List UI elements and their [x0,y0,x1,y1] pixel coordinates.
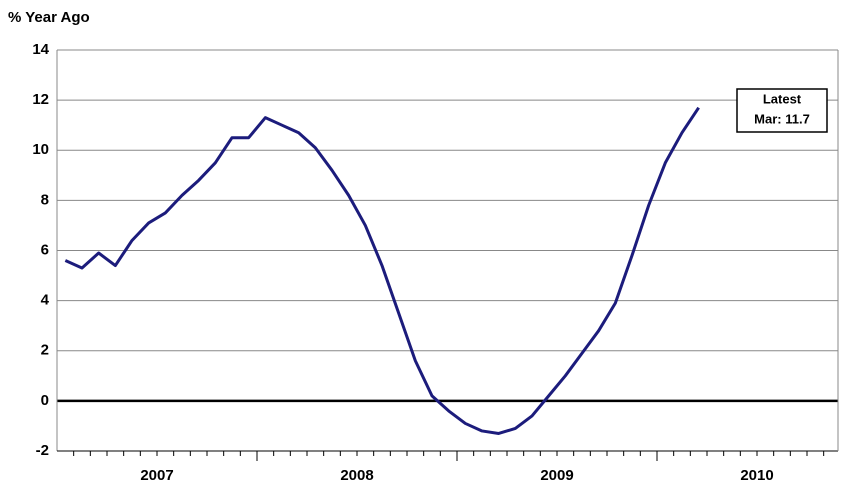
x-tick-label: 2008 [340,467,373,484]
annotation-box [736,88,828,133]
x-tick-label: 2010 [740,467,773,484]
y-tick-label: -2 [36,442,49,459]
y-tick-label: 4 [41,292,50,309]
x-tick-label: 2007 [140,467,173,484]
y-tick-label: 12 [32,91,49,108]
y-tick-label: 8 [41,191,49,208]
annotation: Latest [763,91,802,106]
annotation: Mar: 11.7 [754,111,810,126]
chart-title: % Year Ago [8,9,90,26]
y-tick-label: 0 [41,392,49,409]
series-line [64,106,700,435]
y-tick-label: 10 [32,141,49,158]
y-tick-label: 6 [41,241,49,258]
x-tick-label: 2009 [540,467,573,484]
y-tick-label: 14 [32,41,49,58]
y-tick-label: 2 [41,342,49,359]
